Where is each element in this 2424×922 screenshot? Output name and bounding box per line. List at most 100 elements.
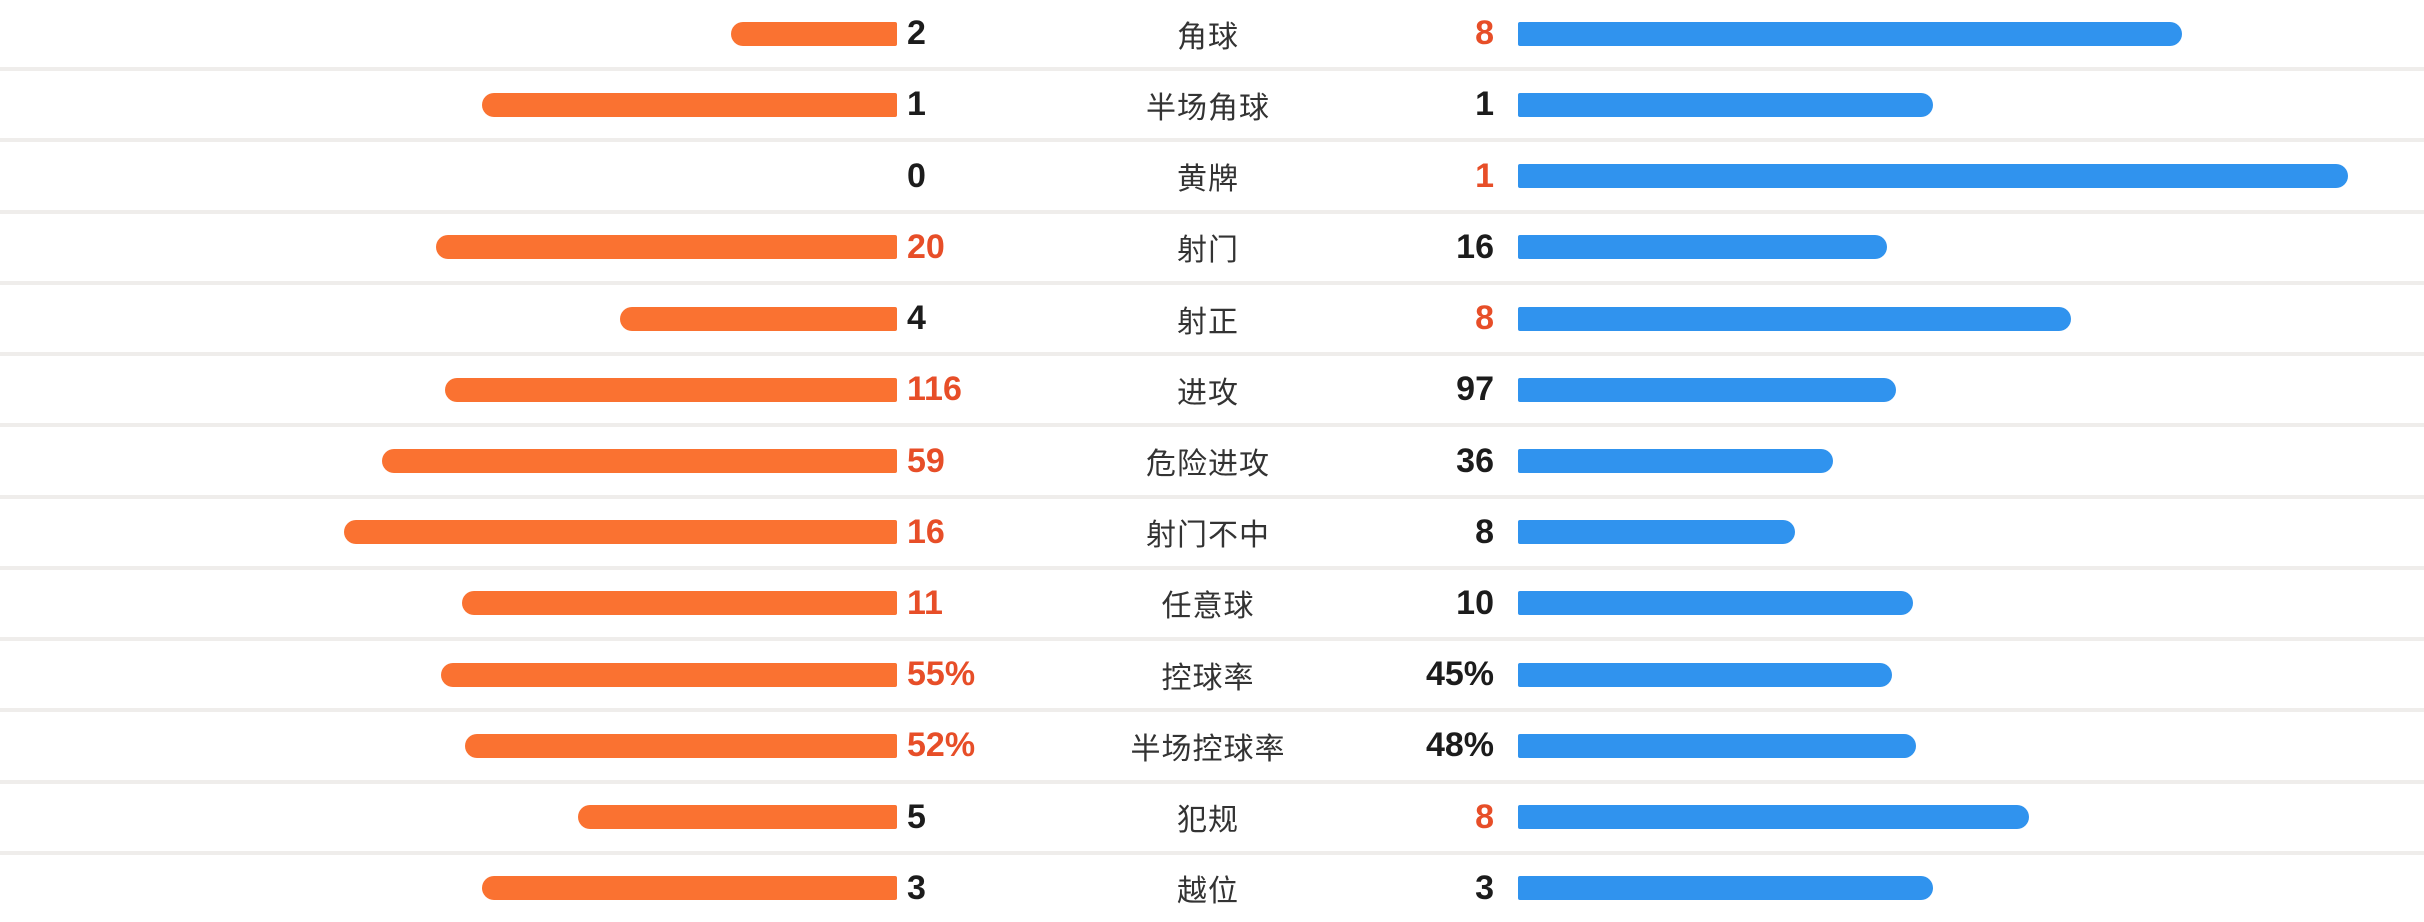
stat-row: 1 半场角球 1	[0, 71, 2424, 143]
home-value-cell: 1	[897, 85, 1002, 124]
home-value-cell: 116	[897, 370, 1002, 409]
away-stat-bar	[1518, 591, 1914, 616]
home-bar-zone	[0, 356, 897, 423]
home-value-cell: 4	[897, 299, 1002, 338]
home-stat-bar	[731, 21, 897, 46]
away-bar-zone	[1518, 285, 2424, 352]
away-bar-track	[1518, 499, 2348, 566]
stat-row: 11 任意球 10	[0, 569, 2424, 642]
away-value-cell: 3	[1414, 869, 1518, 908]
stat-label-cell: 犯规	[1002, 795, 1414, 839]
stat-label-cell: 任意球	[1002, 581, 1414, 625]
home-stat-value: 2	[907, 14, 926, 53]
home-bar-track	[67, 784, 897, 851]
home-bar-zone	[0, 641, 897, 708]
away-stat-value: 1	[1475, 85, 1494, 124]
stat-label: 射门不中	[1146, 519, 1270, 553]
away-stat-value: 10	[1456, 583, 1494, 622]
away-bar-track	[1518, 427, 2348, 494]
stat-label: 越位	[1177, 875, 1239, 909]
home-stat-bar	[482, 92, 897, 117]
away-value-cell: 1	[1414, 85, 1518, 124]
away-stat-bar	[1518, 520, 1795, 545]
home-bar-track	[67, 0, 897, 67]
away-stat-value: 3	[1475, 868, 1494, 907]
away-value-cell: 8	[1414, 299, 1518, 338]
home-stat-value: 116	[907, 370, 962, 409]
away-bar-zone	[1518, 427, 2424, 494]
stat-row: 20 射门 16	[0, 213, 2424, 285]
home-bar-zone	[0, 142, 897, 209]
away-bar-zone	[1518, 71, 2424, 138]
away-bar-zone	[1518, 356, 2424, 423]
home-bar-track	[67, 855, 897, 922]
home-stat-value: 5	[907, 797, 926, 836]
away-value-cell: 16	[1414, 228, 1518, 267]
away-bar-track	[1518, 712, 2348, 779]
away-bar-track	[1518, 0, 2348, 67]
home-bar-track	[67, 214, 897, 281]
away-stat-value: 97	[1456, 370, 1494, 409]
away-bar-track	[1518, 855, 2348, 922]
away-value-cell: 97	[1414, 370, 1518, 409]
stat-label: 半场角球	[1146, 91, 1270, 125]
stat-label: 射门	[1177, 234, 1239, 268]
away-bar-track	[1518, 356, 2348, 423]
home-bar-zone	[0, 499, 897, 566]
away-stat-bar	[1518, 21, 2182, 46]
home-bar-zone	[0, 214, 897, 281]
stat-label-cell: 半场角球	[1002, 83, 1414, 127]
away-stat-bar	[1518, 449, 1833, 474]
stat-label-cell: 进攻	[1002, 368, 1414, 412]
home-stat-value: 3	[907, 868, 926, 907]
stat-label-cell: 越位	[1002, 866, 1414, 910]
stat-row: 116 进攻 97	[0, 356, 2424, 428]
away-stat-bar	[1518, 733, 1917, 758]
away-stat-value: 8	[1475, 512, 1494, 551]
home-stat-bar	[343, 520, 897, 545]
home-value-cell: 20	[897, 228, 1002, 267]
home-bar-track	[67, 570, 897, 637]
home-stat-bar	[435, 235, 897, 260]
home-stat-value: 52%	[907, 726, 976, 765]
away-stat-bar	[1518, 92, 1933, 117]
home-stat-value: 1	[907, 85, 926, 124]
home-stat-value: 20	[907, 227, 945, 266]
away-stat-value: 36	[1456, 441, 1494, 480]
away-stat-value: 48%	[1425, 726, 1494, 765]
home-bar-zone	[0, 71, 897, 138]
away-value-cell: 48%	[1414, 726, 1518, 765]
home-bar-zone	[0, 0, 897, 67]
away-stat-value: 16	[1456, 227, 1494, 266]
away-bar-track	[1518, 641, 2348, 708]
home-stat-value: 59	[907, 441, 945, 480]
away-bar-track	[1518, 214, 2348, 281]
away-value-cell: 8	[1414, 14, 1518, 53]
away-bar-zone	[1518, 570, 2424, 637]
away-bar-track	[1518, 784, 2348, 851]
stat-label: 进攻	[1177, 376, 1239, 410]
home-stat-value: 55%	[907, 655, 976, 694]
away-value-cell: 8	[1414, 513, 1518, 552]
away-value-cell: 10	[1414, 584, 1518, 623]
home-stat-bar	[440, 662, 897, 687]
stat-row: 5 犯规 8	[0, 783, 2424, 855]
stat-row: 52% 半场控球率 48%	[0, 712, 2424, 784]
away-stat-bar	[1518, 662, 1892, 687]
away-stat-bar	[1518, 164, 2348, 189]
away-value-cell: 45%	[1414, 655, 1518, 694]
home-bar-track	[67, 499, 897, 566]
away-value-cell: 36	[1414, 442, 1518, 481]
away-bar-track	[1518, 285, 2348, 352]
stat-label: 射正	[1177, 305, 1239, 339]
home-bar-track	[67, 427, 897, 494]
home-bar-zone	[0, 784, 897, 851]
home-stat-bar	[482, 876, 897, 901]
home-value-cell: 0	[897, 157, 1002, 196]
home-value-cell: 55%	[897, 655, 1002, 694]
stat-label-cell: 射门不中	[1002, 510, 1414, 554]
home-stat-bar	[465, 733, 897, 758]
stat-row: 4 射正 8	[0, 284, 2424, 357]
home-value-cell: 16	[897, 513, 1002, 552]
